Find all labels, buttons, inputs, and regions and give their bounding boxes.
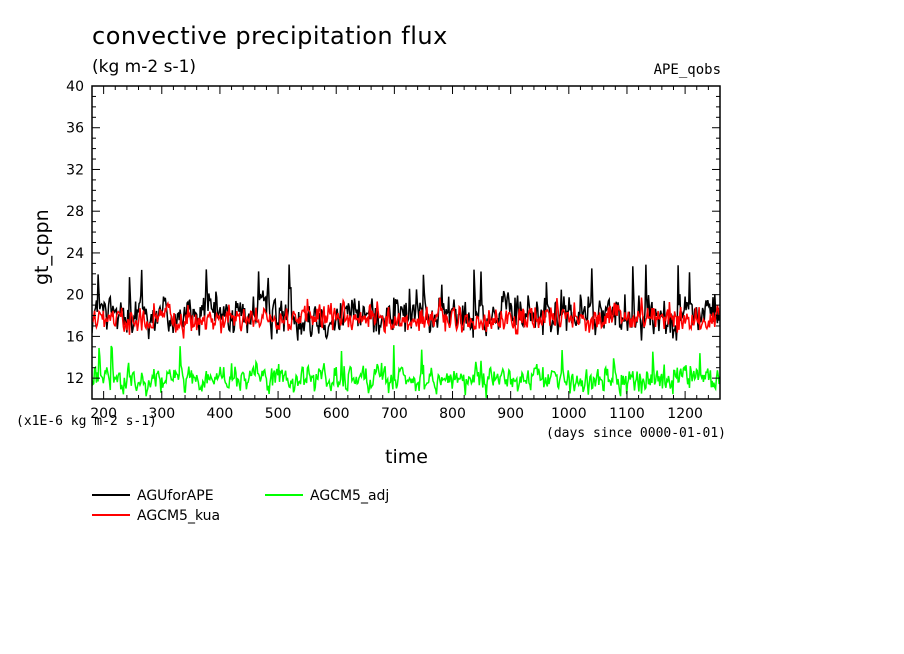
axes-layer: 200 300 400 500 600 700 800 900 1000 1100 1200 12 16… [66,79,721,422]
x-tick-label: 1000 [551,406,587,422]
plot-frame [91,85,721,400]
x-tick-label: 200 [90,406,117,422]
chart-title: convective precipitation flux [92,22,448,50]
x-axis-label: time [385,446,428,468]
legend-label-aguforape: AGUforAPE [137,488,214,504]
legend: AGUforAPE AGCM5_kua AGCM5_adj [92,488,389,524]
x-date-note: (days since 0000-01-01) [546,426,727,441]
y-tick-label: 16 [66,329,84,345]
x-tick-label: 900 [497,406,524,422]
series-layer [92,264,720,398]
x-tick-label: 1100 [609,406,645,422]
y-tick-label: 20 [66,288,84,304]
y-tick-label: 32 [66,162,84,178]
series-line-aguforape [92,264,720,341]
x-tick-label: 1200 [667,406,703,422]
run-label: APE_qobs [653,62,721,78]
x-tick-label: 500 [265,406,292,422]
y-tick-label: 40 [66,79,84,95]
y-tick-label: 36 [66,121,84,137]
x-tick-label: 400 [207,406,234,422]
y-tick-label: 12 [66,371,84,387]
x-tick-label: 300 [148,406,175,422]
legend-label-agcm5-adj: AGCM5_adj [310,488,389,504]
y-scale-note: (x1E-6 kg m-2 s-1) [16,414,157,429]
x-tick-label: 800 [439,406,466,422]
series-line-agcm5-kua [92,297,720,339]
legend-label-agcm5-kua: AGCM5_kua [137,508,220,524]
chart-units: (kg m-2 s-1) [92,57,197,77]
y-tick-label: 24 [66,246,84,262]
x-tick-label: 600 [323,406,350,422]
x-tick-label: 700 [381,406,408,422]
y-tick-label: 28 [66,204,84,220]
series-line-agcm5-adj [92,345,720,398]
